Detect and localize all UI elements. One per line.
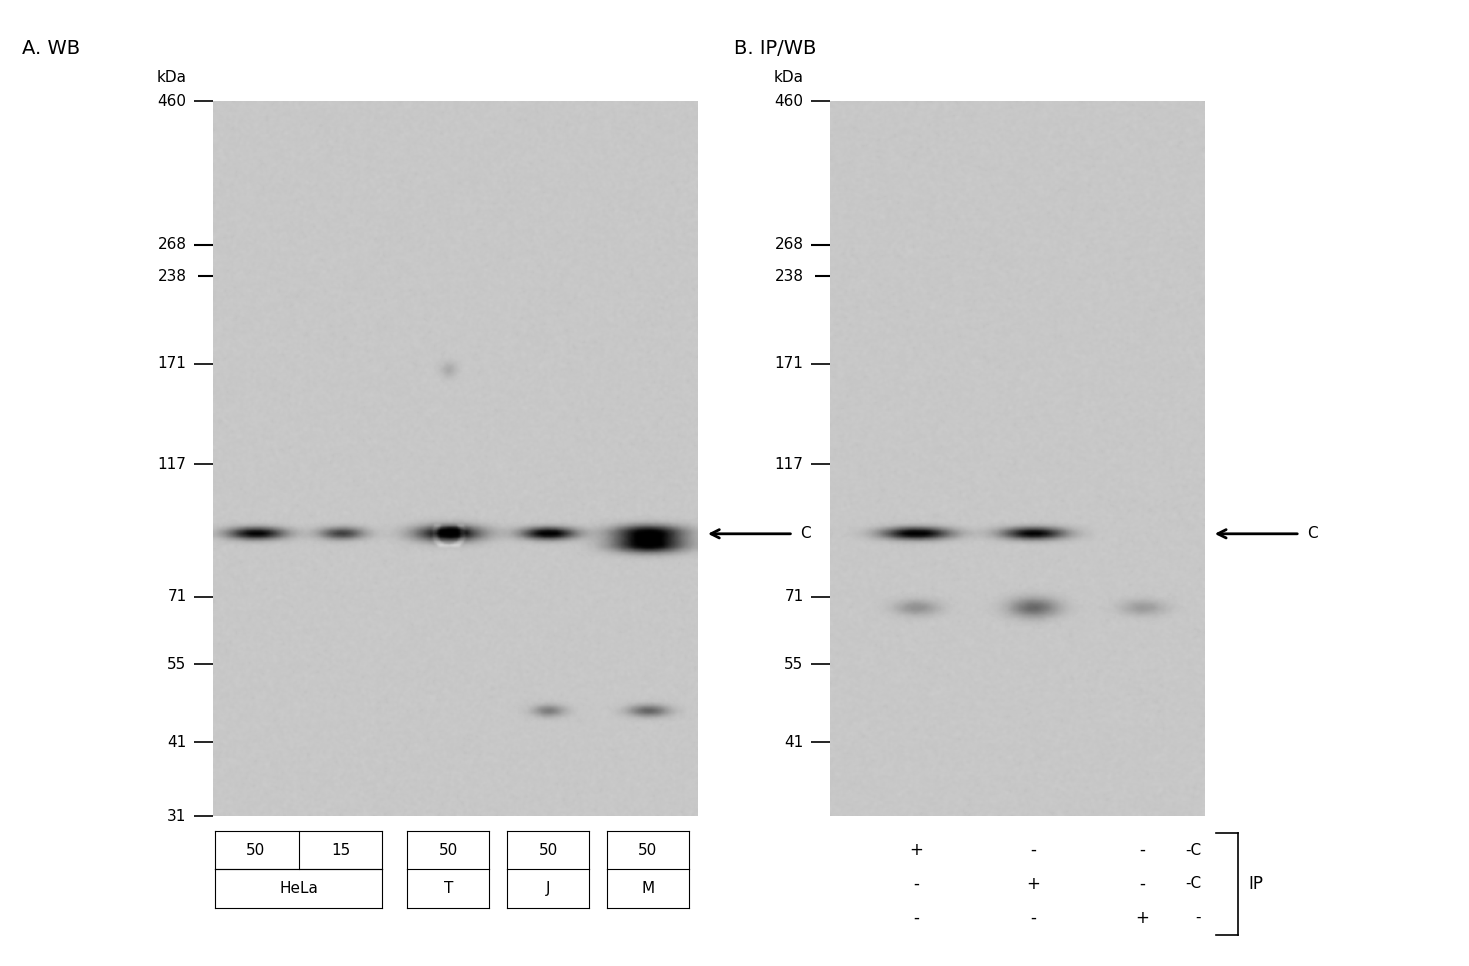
Text: -: - (1140, 875, 1144, 893)
Text: J: J (546, 881, 551, 896)
Text: HeLa: HeLa (279, 881, 317, 896)
Text: 71: 71 (784, 589, 804, 604)
Text: 268: 268 (774, 237, 804, 252)
Text: 50: 50 (539, 842, 558, 858)
Text: A. WB: A. WB (22, 39, 81, 58)
Text: +: + (1136, 909, 1149, 926)
Text: 117: 117 (157, 457, 187, 471)
Text: -: - (912, 909, 918, 926)
Text: 15: 15 (332, 842, 351, 858)
Text: 117: 117 (774, 457, 804, 471)
Text: IP: IP (1249, 875, 1263, 893)
Text: -: - (1030, 841, 1036, 859)
Text: kDa: kDa (157, 70, 187, 85)
Text: 238: 238 (157, 269, 187, 284)
Text: 50: 50 (638, 842, 658, 858)
Text: C: C (801, 526, 811, 541)
Text: 55: 55 (167, 657, 187, 671)
Text: M: M (642, 881, 654, 896)
Text: 171: 171 (774, 356, 804, 371)
Text: 50: 50 (247, 842, 266, 858)
Text: 50: 50 (439, 842, 458, 858)
Text: 268: 268 (157, 237, 187, 252)
Text: C: C (1307, 526, 1318, 541)
Text: -C: -C (1185, 876, 1202, 892)
Text: +: + (909, 841, 923, 859)
Text: 238: 238 (774, 269, 804, 284)
Text: 71: 71 (167, 589, 187, 604)
Text: -C: -C (1185, 842, 1202, 858)
Text: 171: 171 (157, 356, 187, 371)
Text: -: - (912, 875, 918, 893)
Text: -: - (1196, 910, 1202, 925)
Text: 41: 41 (784, 735, 804, 750)
Text: -: - (1030, 909, 1036, 926)
Text: kDa: kDa (774, 70, 804, 85)
Text: 55: 55 (784, 657, 804, 671)
Text: 31: 31 (167, 809, 187, 824)
Text: +: + (1025, 875, 1040, 893)
Text: 460: 460 (774, 94, 804, 109)
Text: -: - (1140, 841, 1144, 859)
Text: T: T (444, 881, 452, 896)
Text: B. IP/WB: B. IP/WB (734, 39, 817, 58)
Text: 41: 41 (167, 735, 187, 750)
Text: 460: 460 (157, 94, 187, 109)
